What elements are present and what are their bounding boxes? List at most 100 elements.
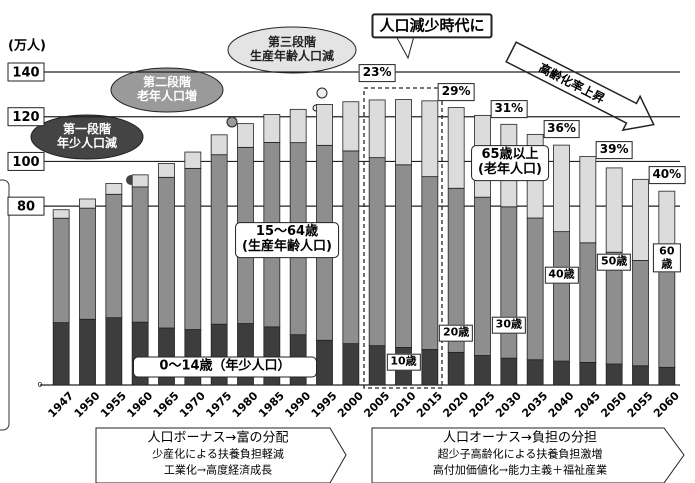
cloud-dot — [226, 116, 238, 128]
bar-segment — [447, 351, 465, 386]
y-tick-label: 120 — [12, 110, 39, 125]
age-label: 40歳 — [544, 266, 579, 284]
bar-segment — [658, 366, 676, 386]
cloud-label: 第三段階 生産年齢人口減 — [249, 35, 335, 63]
bar-segment — [184, 167, 202, 330]
cloud-label: 第一段階 年少人口減 — [56, 122, 118, 150]
age-label: 60歳 — [652, 243, 681, 273]
x-tick-label: 1975 — [203, 389, 234, 420]
bar-segment — [474, 355, 491, 386]
bar-segment — [131, 186, 149, 323]
bar-segment — [263, 114, 281, 143]
x-tick-label: 2015 — [414, 389, 445, 420]
x-tick-label: 2050 — [598, 389, 629, 420]
series-label: 15～64歳 (生産年齢人口) — [235, 222, 339, 258]
age-label: 50歳 — [597, 253, 632, 271]
bar-segment — [553, 231, 570, 362]
bar-segment — [79, 318, 96, 386]
callout-tail — [395, 35, 415, 60]
y-tick-box — [7, 151, 45, 171]
bonus-line: 少産化による扶養負担軽減 — [152, 447, 284, 461]
bar-segment — [105, 317, 123, 386]
era-callout: 人口減少時代に — [371, 13, 493, 39]
y-axis-label: (万人) — [8, 38, 46, 54]
bar-segment — [526, 217, 544, 361]
x-tick-label: 1990 — [282, 389, 313, 420]
bar-segment — [158, 176, 175, 329]
y-tick-label: 100 — [12, 155, 39, 170]
y-tick-box — [7, 107, 45, 127]
bonus-line: 人口ボーナス→富の分配 — [147, 430, 289, 446]
bar-segment — [289, 108, 307, 144]
x-tick-label: 1960 — [124, 389, 155, 420]
bar-segment — [210, 154, 228, 325]
series-label: 0～14歳（年少人口） — [133, 356, 317, 378]
bar-segment — [368, 99, 386, 159]
bar-segment — [105, 193, 123, 319]
bar-segment — [395, 164, 412, 348]
bar-segment — [342, 343, 360, 386]
x-tick-label: 1985 — [256, 389, 287, 420]
series-label: 65歳以上 (老年人口) — [471, 145, 549, 181]
x-tick-label: 2025 — [467, 389, 498, 420]
x-tick-label: 1980 — [230, 389, 261, 420]
x-tick-label: 2040 — [546, 389, 577, 420]
x-tick-label: 2060 — [651, 389, 682, 420]
aging-rate: 40% — [648, 166, 686, 184]
side-panel — [0, 179, 10, 431]
onus-arrow — [371, 427, 685, 483]
bar-segment — [579, 362, 597, 386]
aging-rate: 29% — [437, 83, 475, 101]
bar-segment — [553, 144, 570, 233]
bar-segment — [316, 104, 333, 146]
bar-segment — [632, 260, 649, 367]
x-tick-label: 2010 — [388, 389, 419, 420]
cloud-dot — [316, 87, 328, 99]
bar-segment — [52, 209, 70, 219]
x-tick-label: 2035 — [519, 389, 550, 420]
bar-segment — [342, 101, 360, 152]
onus-line: 超少子高齢化による扶養負担激増 — [437, 447, 603, 461]
bar-segment — [526, 359, 544, 386]
bar-segment — [605, 363, 623, 386]
bar-segment — [658, 268, 676, 368]
cloud-1 — [30, 114, 144, 160]
y-tick-label: 0 — [38, 381, 42, 389]
bar-segment — [237, 123, 254, 148]
onus-line: 高付加価値化→能力主義＋福祉産業 — [432, 463, 608, 477]
bar-segment — [579, 156, 597, 244]
x-tick-label: 2020 — [440, 389, 471, 420]
bar-segment — [553, 360, 570, 386]
bar-segment — [605, 167, 623, 253]
bonus-line: 工業化→高度経済成長 — [163, 463, 273, 477]
x-tick-label: 1955 — [98, 389, 129, 420]
x-tick-label: 2055 — [625, 389, 656, 420]
x-tick-label: 2005 — [361, 389, 392, 420]
aging-rate: 39% — [595, 141, 633, 159]
bonus-arrow — [95, 427, 347, 483]
bar-segment — [368, 345, 386, 386]
cloud-label: 第二段階 老年人口増 — [136, 75, 198, 103]
bar-segment — [579, 242, 597, 363]
age-label: 30歳 — [491, 316, 526, 334]
bar-segment — [474, 196, 491, 356]
y-tick-box — [7, 62, 45, 82]
bar-segment — [316, 339, 333, 386]
age-label: 10歳 — [386, 353, 421, 371]
cloud-3 — [227, 26, 357, 74]
bar-segment — [131, 174, 149, 188]
x-tick-label: 1970 — [177, 389, 208, 420]
bar-segment — [500, 206, 518, 359]
bar-segment — [395, 99, 412, 166]
bar-segment — [79, 207, 96, 320]
x-tick-label: 2030 — [493, 389, 524, 420]
bar-segment — [368, 157, 386, 347]
x-tick-label: 2045 — [572, 389, 603, 420]
bar-segment — [421, 176, 439, 350]
bar-segment — [52, 217, 70, 324]
bar-segment — [500, 357, 518, 386]
cloud-2 — [110, 67, 224, 113]
onus-line: 人口オーナス→負担の分担 — [443, 430, 597, 446]
